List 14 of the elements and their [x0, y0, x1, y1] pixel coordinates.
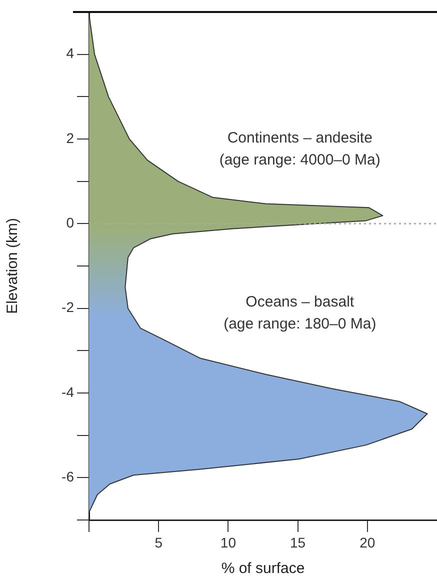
y-tick-label: 4: [66, 45, 74, 62]
y-tick-label: -2: [62, 299, 74, 316]
x-tick-label: 5: [154, 534, 163, 550]
y-tick-label: 0: [66, 214, 74, 231]
annotation: Continents – andesite (age range: 4000–0 Ma): [219, 129, 380, 168]
annotation: Oceans – basalt (age range: 180–0 Ma): [224, 293, 376, 332]
y-axis-title: Elevation (km): [4, 218, 22, 314]
y-tick-label: -4: [62, 384, 74, 400]
x-tick-label: 15: [290, 534, 306, 550]
x-tick-label: 10: [220, 534, 236, 550]
y-tick-label: 2: [66, 130, 74, 146]
y-tick-label: -6: [62, 468, 74, 485]
x-tick-label: 20: [360, 534, 376, 550]
x-axis-title: % of surface: [221, 560, 305, 578]
